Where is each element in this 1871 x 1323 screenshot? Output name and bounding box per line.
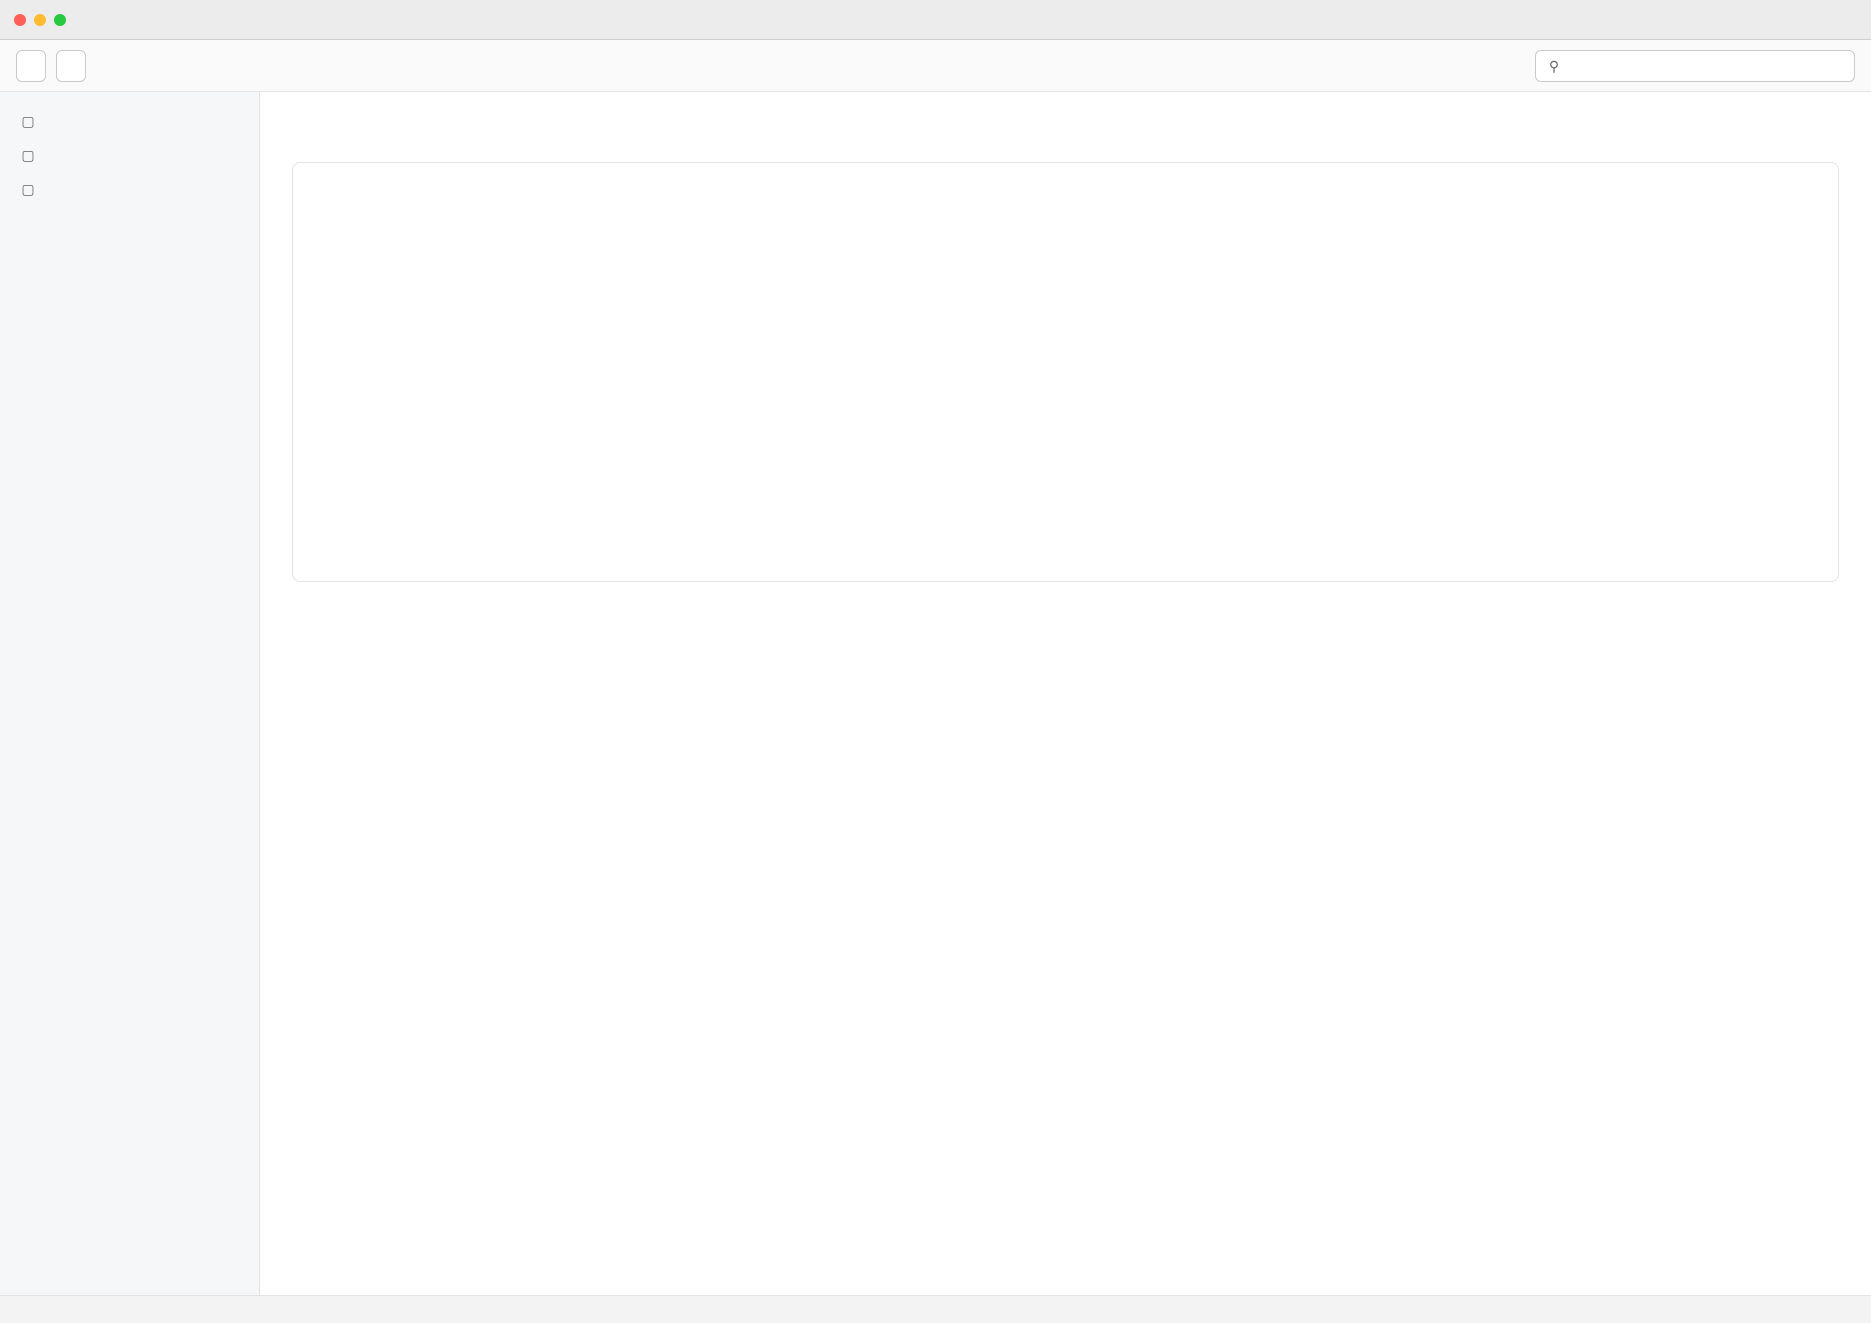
- main-panel: [260, 92, 1871, 1295]
- search-input[interactable]: [1570, 58, 1844, 73]
- folder-icon: ▢: [21, 113, 35, 129]
- page-title: [292, 116, 1839, 144]
- search-icon: ⚲: [1548, 57, 1560, 74]
- status-bar: [0, 1295, 1871, 1323]
- sidebar-item-3[interactable]: ▢: [8, 172, 251, 206]
- content-panel: [292, 162, 1839, 582]
- sidebar-item-1[interactable]: ▢: [8, 104, 251, 138]
- secondary-button[interactable]: [56, 49, 86, 82]
- close-window-button[interactable]: [14, 13, 26, 26]
- search-box[interactable]: ⚲: [1535, 49, 1855, 82]
- folder-icon: ▢: [21, 181, 35, 197]
- window-controls: [14, 13, 66, 26]
- content-area: ▢ ▢ ▢: [0, 92, 1871, 1295]
- folder-icon: ▢: [21, 147, 35, 163]
- maximize-window-button[interactable]: [54, 13, 66, 26]
- toolbar: ⚲: [0, 40, 1871, 92]
- sidebar-item-2[interactable]: ▢: [8, 138, 251, 172]
- title-bar: [0, 0, 1871, 40]
- primary-button[interactable]: [16, 49, 46, 82]
- sidebar: ▢ ▢ ▢: [0, 92, 260, 1295]
- minimize-window-button[interactable]: [34, 13, 46, 26]
